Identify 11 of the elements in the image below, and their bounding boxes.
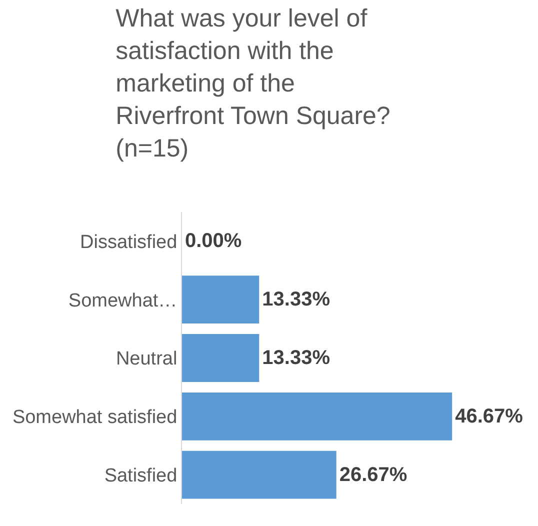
y-tick-label: Neutral [116,348,178,370]
y-tick-label: Somewhat satisfied [12,407,178,428]
data-label: 0.00% [185,230,242,252]
data-label: 26.67% [339,464,408,486]
y-tick-label: Dissatisfied [80,232,178,253]
y-tick-label: Satisfied [104,465,178,486]
data-label: 13.33% [262,347,330,369]
chart-title: What was your level of satisfaction with the marketing of the Riverfront Town Square? (n=15) [116,4,390,162]
data-label: 13.33% [262,288,330,311]
data-label: 46.67% [455,405,524,428]
y-tick-label: Somewhat… [68,290,178,312]
